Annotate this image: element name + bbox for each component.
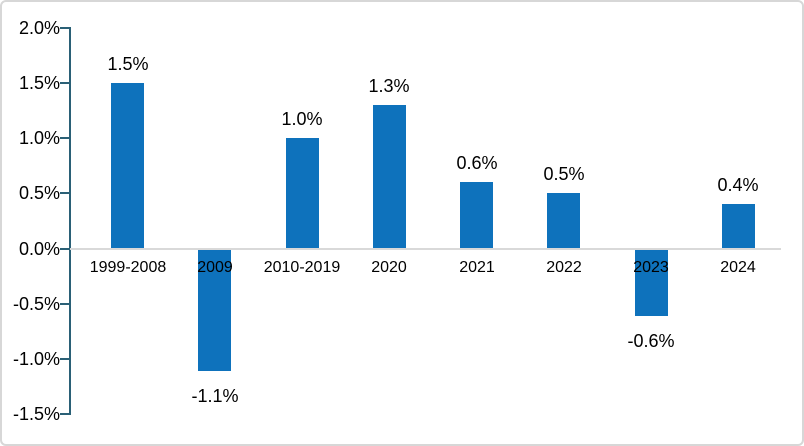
- y-axis-tick-label: 2.0%: [18, 18, 60, 38]
- y-axis-tick: [60, 248, 69, 250]
- y-axis-tick-label: -0.5%: [12, 294, 60, 314]
- data-label: 0.5%: [543, 164, 585, 184]
- zero-gridline: [70, 248, 781, 250]
- data-label: 1.5%: [107, 54, 149, 74]
- data-label: 1.3%: [368, 76, 410, 96]
- data-label: 0.4%: [717, 175, 759, 195]
- y-axis-tick: [60, 192, 69, 194]
- y-axis-line: [69, 27, 71, 415]
- data-label: -0.6%: [627, 331, 675, 351]
- y-axis-tick: [60, 303, 69, 305]
- y-axis-tick: [60, 82, 69, 84]
- category-label: 2022: [546, 259, 582, 276]
- y-axis-tick-label: 1.0%: [18, 128, 60, 148]
- y-axis-tick: [60, 137, 69, 139]
- bar: [722, 204, 755, 248]
- category-label: 2020: [371, 259, 407, 276]
- bar: [373, 105, 406, 248]
- y-axis-tick-label: 0.0%: [18, 239, 60, 259]
- category-label: 2023: [633, 259, 669, 276]
- bar: [198, 250, 231, 371]
- y-axis-tick: [60, 413, 69, 415]
- category-label: 2021: [459, 259, 495, 276]
- y-axis-tick: [60, 358, 69, 360]
- category-label: 2010-2019: [263, 259, 341, 276]
- data-label: 0.6%: [456, 153, 498, 173]
- category-label: 2024: [720, 259, 756, 276]
- bar: [547, 193, 580, 248]
- y-axis-tick: [60, 27, 69, 29]
- data-label: -1.1%: [191, 386, 239, 406]
- data-label: 1.0%: [281, 109, 323, 129]
- bar: [460, 182, 493, 248]
- bar: [286, 138, 319, 248]
- y-axis-tick-label: -1.0%: [12, 349, 60, 369]
- category-label: 2009: [197, 259, 233, 276]
- bar: [635, 250, 668, 316]
- y-axis-tick-label: 1.5%: [18, 73, 60, 93]
- y-axis-tick-label: 0.5%: [18, 183, 60, 203]
- y-axis-tick-label: -1.5%: [12, 404, 60, 424]
- category-label: 1999-2008: [89, 259, 167, 276]
- bar: [111, 83, 144, 248]
